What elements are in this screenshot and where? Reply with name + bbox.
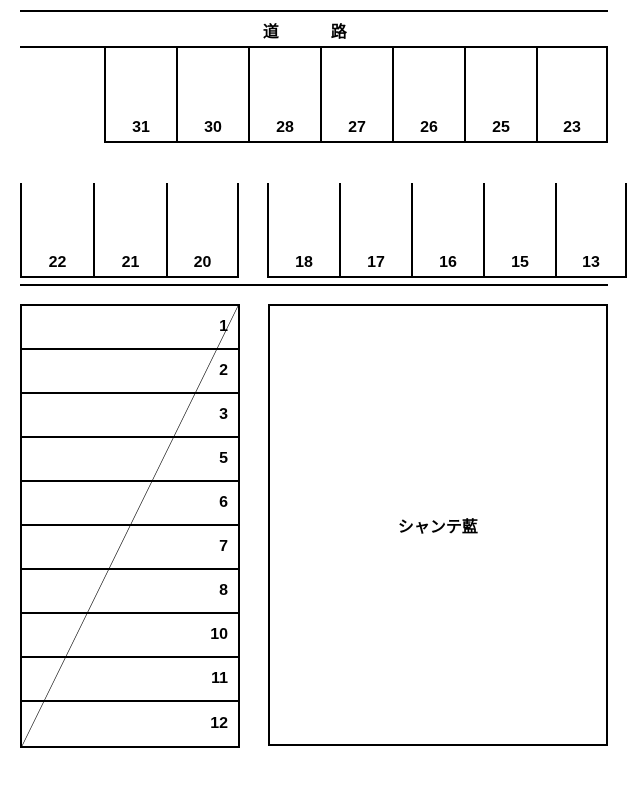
building-label: シャンテ藍 [398,513,478,537]
parking-slot: 23 [536,48,608,141]
road-label: 道 路 [10,12,618,46]
parking-slot: 5 [22,438,238,482]
parking-slot: 3 [22,394,238,438]
parking-slot: 31 [104,48,176,141]
middle-divider [20,284,608,286]
parking-slot: 15 [483,183,555,276]
parking-slot: 6 [22,482,238,526]
parking-slot: 2 [22,350,238,394]
parking-slot: 25 [464,48,536,141]
parking-slot: 30 [176,48,248,141]
parking-slot: 13 [555,183,627,276]
row2-left-group: 222120 [20,183,239,278]
parking-slot: 21 [93,183,166,276]
parking-slot: 17 [339,183,411,276]
parking-slot: 27 [320,48,392,141]
row2-right-group: 1817161513 [267,183,627,278]
parking-slot: 22 [20,183,93,276]
parking-slot: 12 [22,702,238,746]
parking-slot: 10 [22,614,238,658]
parking-slot: 20 [166,183,239,276]
parking-slot: 28 [248,48,320,141]
parking-slot: 16 [411,183,483,276]
parking-slot: 7 [22,526,238,570]
parking-slot: 8 [22,570,238,614]
parking-slot: 26 [392,48,464,141]
row1-container: 31302827262523 [20,48,608,143]
parking-slot: 1 [22,306,238,350]
left-column: 1235678101112 [20,304,240,748]
row2-container: 222120 1817161513 [20,183,608,278]
parking-slot: 11 [22,658,238,702]
parking-slot: 18 [267,183,339,276]
bottom-container: 1235678101112 シャンテ藍 [20,304,608,748]
building-box: シャンテ藍 [268,304,608,746]
row1-slots: 31302827262523 [104,48,608,143]
